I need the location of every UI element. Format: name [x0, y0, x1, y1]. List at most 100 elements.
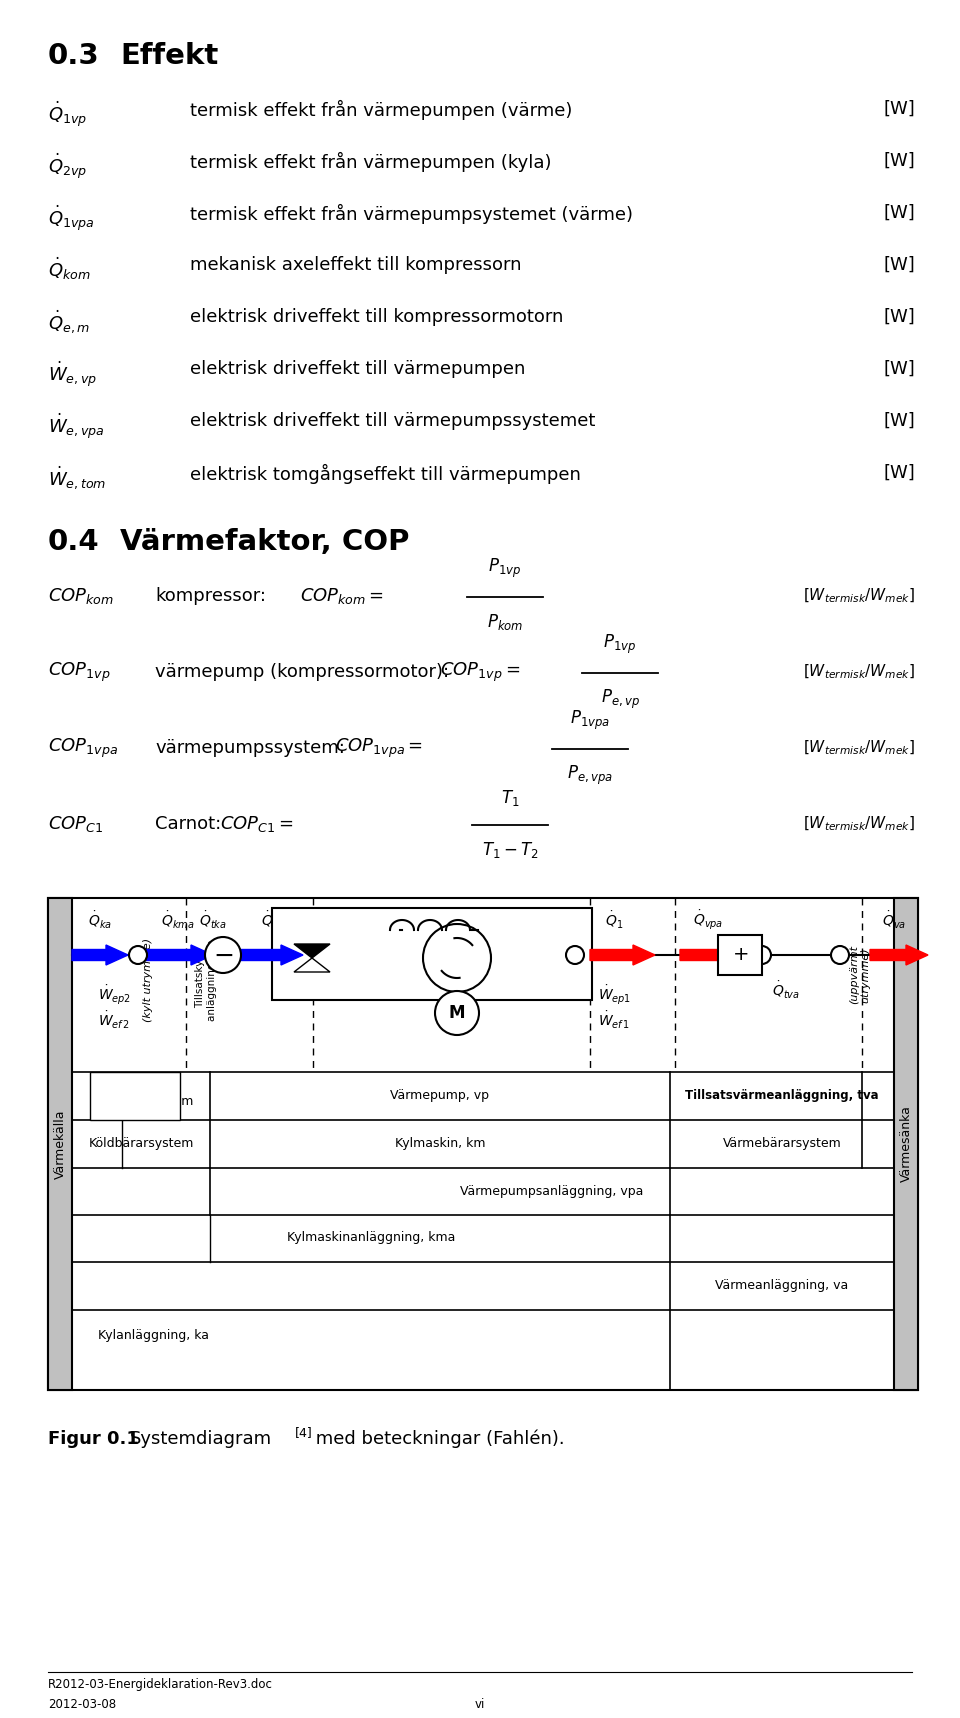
Text: Tillsatskyl-
anläggning, tka: Tillsatskyl- anläggning, tka	[195, 940, 217, 1020]
Text: mekanisk axeleffekt till kompressorn: mekanisk axeleffekt till kompressorn	[190, 256, 521, 273]
Text: [W]: [W]	[883, 204, 915, 222]
Text: Kylmaskin, km: Kylmaskin, km	[395, 1137, 485, 1151]
Text: Värmekälla: Värmekälla	[54, 1110, 66, 1179]
Text: termisk effekt från värmepumpsystemet (värme): termisk effekt från värmepumpsystemet (v…	[190, 204, 633, 223]
Text: $\dot{Q}_{1}$: $\dot{Q}_{1}$	[605, 911, 623, 931]
Text: [W]: [W]	[883, 100, 915, 119]
Bar	[48, 899, 72, 1390]
Text: kompressor:: kompressor:	[155, 588, 266, 605]
Text: $\dot{Q}_{1vp}$: $\dot{Q}_{1vp}$	[48, 100, 87, 129]
Text: Värmebärarsystem: Värmebärarsystem	[723, 1137, 841, 1151]
Text: $\dot{Q}_{tva}$: $\dot{Q}_{tva}$	[772, 979, 800, 1000]
Text: [W]: [W]	[883, 256, 915, 273]
Text: Kylmaskinanläggning, kma: Kylmaskinanläggning, kma	[287, 1232, 455, 1244]
Polygon shape	[590, 945, 655, 966]
Text: [W]: [W]	[883, 308, 915, 326]
Text: $COP_{1vp}$: $COP_{1vp}$	[48, 660, 110, 684]
Text: $COP_{1vp}=$: $COP_{1vp}=$	[440, 660, 520, 684]
Circle shape	[129, 947, 147, 964]
Text: elektrisk driveffekt till värmepumpen: elektrisk driveffekt till värmepumpen	[190, 361, 525, 378]
Text: $\dot{Q}_{vpa}$: $\dot{Q}_{vpa}$	[693, 909, 723, 931]
Text: med beteckningar (Fahlén).: med beteckningar (Fahlén).	[310, 1429, 564, 1448]
Polygon shape	[680, 945, 755, 966]
Text: $COP_{C1}=$: $COP_{C1}=$	[220, 814, 294, 833]
Text: Värmepumpsanläggning, vpa: Värmepumpsanläggning, vpa	[460, 1184, 644, 1197]
Text: Köldbärarsystem: Köldbärarsystem	[88, 1137, 194, 1151]
Bar	[894, 899, 918, 1390]
Text: Systemdiagram: Systemdiagram	[130, 1429, 272, 1448]
Text: Carnot:: Carnot:	[155, 814, 221, 833]
Polygon shape	[72, 945, 128, 966]
Text: värmepump (kompressormotor):: värmepump (kompressormotor):	[155, 663, 449, 680]
Text: [W]: [W]	[883, 361, 915, 378]
Text: M: M	[448, 1003, 466, 1022]
Text: tka: tka	[125, 1089, 145, 1103]
Text: $[W_{termisk}/W_{mek}]$: $[W_{termisk}/W_{mek}]$	[803, 588, 915, 605]
Text: $[W_{termisk}/W_{mek}]$: $[W_{termisk}/W_{mek}]$	[803, 814, 915, 833]
Text: 0.4: 0.4	[48, 527, 100, 557]
Text: Figur 0.1: Figur 0.1	[48, 1429, 139, 1448]
Text: $COP_{C1}$: $COP_{C1}$	[48, 814, 104, 833]
Text: $\dot{W}_{ef\,2}$: $\dot{W}_{ef\,2}$	[98, 1010, 130, 1031]
Text: $\dot{W}_{evp}$: $\dot{W}_{evp}$	[485, 979, 518, 1002]
Text: termisk effekt från värmepumpen (värme): termisk effekt från värmepumpen (värme)	[190, 100, 572, 120]
Text: $-$: $-$	[213, 943, 233, 967]
Text: $\dot{Q}_{kom}$: $\dot{Q}_{kom}$	[48, 256, 91, 282]
Text: Köldbärarsystem: Köldbärarsystem	[88, 1094, 194, 1108]
Text: (uppvärmt
utrymme): (uppvärmt utrymme)	[850, 945, 871, 1005]
Text: $COP_{kom}=$: $COP_{kom}=$	[300, 586, 384, 606]
Text: $P_{e,vp}$: $P_{e,vp}$	[601, 687, 639, 711]
Polygon shape	[294, 959, 330, 972]
Text: $P_{1vpa}$: $P_{1vpa}$	[570, 710, 610, 732]
Text: $COP_{1vpa}=$: $COP_{1vpa}=$	[335, 737, 423, 759]
Text: $P_{e,vpa}$: $P_{e,vpa}$	[567, 765, 612, 787]
Text: Värmepump, vp: Värmepump, vp	[391, 1089, 490, 1103]
Text: $\dot{Q}_{2vp}$: $\dot{Q}_{2vp}$	[48, 151, 87, 182]
Text: 0.3: 0.3	[48, 41, 100, 70]
Text: $T_1 - T_2$: $T_1 - T_2$	[482, 840, 539, 861]
Text: $\dot{Q}_{ka}$: $\dot{Q}_{ka}$	[88, 911, 112, 931]
Text: R2012-03-Energideklaration-Rev3.doc: R2012-03-Energideklaration-Rev3.doc	[48, 1678, 273, 1691]
Text: $[W_{termisk}/W_{mek}]$: $[W_{termisk}/W_{mek}]$	[803, 663, 915, 682]
Text: Värmefaktor, COP: Värmefaktor, COP	[120, 527, 410, 557]
Text: $P_{1vp}$: $P_{1vp}$	[489, 557, 521, 581]
Text: vi: vi	[475, 1697, 485, 1711]
Text: Kylanläggning, ka: Kylanläggning, ka	[98, 1330, 209, 1342]
Text: [W]: [W]	[883, 412, 915, 430]
Polygon shape	[143, 945, 213, 966]
Text: $\dot{W}_{ep1}$: $\dot{W}_{ep1}$	[598, 983, 632, 1007]
Text: $\dot{Q}_{tka}$: $\dot{Q}_{tka}$	[199, 911, 227, 931]
Polygon shape	[294, 943, 330, 959]
Text: $P_{kom}$: $P_{kom}$	[487, 612, 523, 632]
Text: $\dot{W}_{e,vp}$: $\dot{W}_{e,vp}$	[48, 361, 97, 390]
Bar	[718, 935, 762, 976]
Text: $\dot{W}_{ep2}$: $\dot{W}_{ep2}$	[98, 983, 132, 1007]
Text: termisk effekt från värmepumpen (kyla): termisk effekt från värmepumpen (kyla)	[190, 151, 551, 172]
Text: $\dot{Q}_{va}$: $\dot{Q}_{va}$	[882, 911, 906, 931]
Text: $\dot{W}_{e,vpa}$: $\dot{W}_{e,vpa}$	[48, 412, 105, 442]
Text: $\dot{Q}_{2}$: $\dot{Q}_{2}$	[261, 911, 279, 931]
Text: elektrisk driveffekt till kompressormotorn: elektrisk driveffekt till kompressormoto…	[190, 308, 564, 326]
Text: (kylt utrymme): (kylt utrymme)	[143, 938, 153, 1022]
Text: $\dot{Q}_{kma}$: $\dot{Q}_{kma}$	[161, 911, 195, 931]
Circle shape	[435, 991, 479, 1034]
Text: $[W_{termisk}/W_{mek}]$: $[W_{termisk}/W_{mek}]$	[803, 739, 915, 758]
Text: [4]: [4]	[295, 1426, 313, 1440]
Polygon shape	[870, 945, 928, 966]
Text: $\dot{W}_{em}$: $\dot{W}_{em}$	[485, 959, 516, 981]
Circle shape	[831, 947, 849, 964]
Polygon shape	[233, 945, 303, 966]
Text: värmepumpssystem:: värmepumpssystem:	[155, 739, 345, 758]
Text: [W]: [W]	[883, 464, 915, 483]
Text: $T_1$: $T_1$	[501, 789, 519, 807]
Text: $COP_{1vpa}$: $COP_{1vpa}$	[48, 737, 118, 759]
Bar	[272, 909, 592, 1000]
Bar	[90, 1072, 180, 1120]
Text: Effekt: Effekt	[120, 41, 218, 70]
Text: $+$: $+$	[732, 945, 748, 964]
Text: $\dot{Q}_{1vpa}$: $\dot{Q}_{1vpa}$	[48, 204, 95, 234]
Bar	[48, 899, 918, 1390]
Text: [W]: [W]	[883, 151, 915, 170]
Text: elektrisk driveffekt till värmepumpssystemet: elektrisk driveffekt till värmepumpssyst…	[190, 412, 595, 430]
Text: Tillsatsvärmeanläggning, tva: Tillsatsvärmeanläggning, tva	[685, 1089, 878, 1103]
